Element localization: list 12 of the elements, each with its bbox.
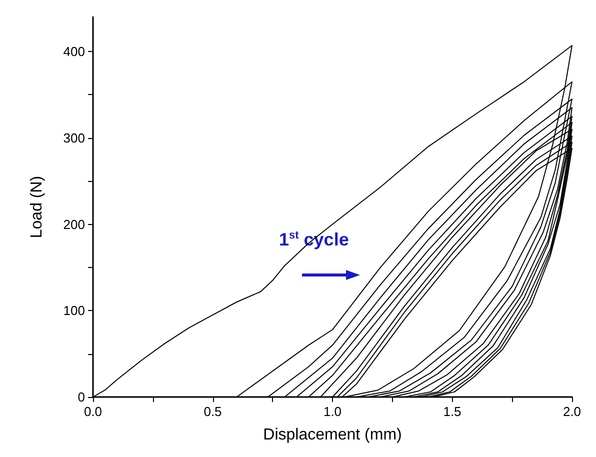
y-tick-label: 0 — [78, 390, 85, 404]
x-axis-title: Displacement (mm) — [263, 426, 402, 444]
y-tick-label: 300 — [63, 130, 85, 146]
y-axis-title: Load (N) — [28, 176, 46, 238]
x-tick-label: 1.0 — [323, 404, 342, 419]
x-tick-label: 0.5 — [204, 404, 222, 419]
x-tick-label: 2.0 — [562, 404, 582, 419]
x-tick-label: 0.0 — [84, 404, 102, 419]
y-tick-label: 100 — [63, 303, 85, 318]
y-tick-label: 200 — [63, 216, 85, 232]
y-tick-label: 400 — [63, 44, 85, 60]
x-tick-label: 1.5 — [443, 404, 462, 419]
